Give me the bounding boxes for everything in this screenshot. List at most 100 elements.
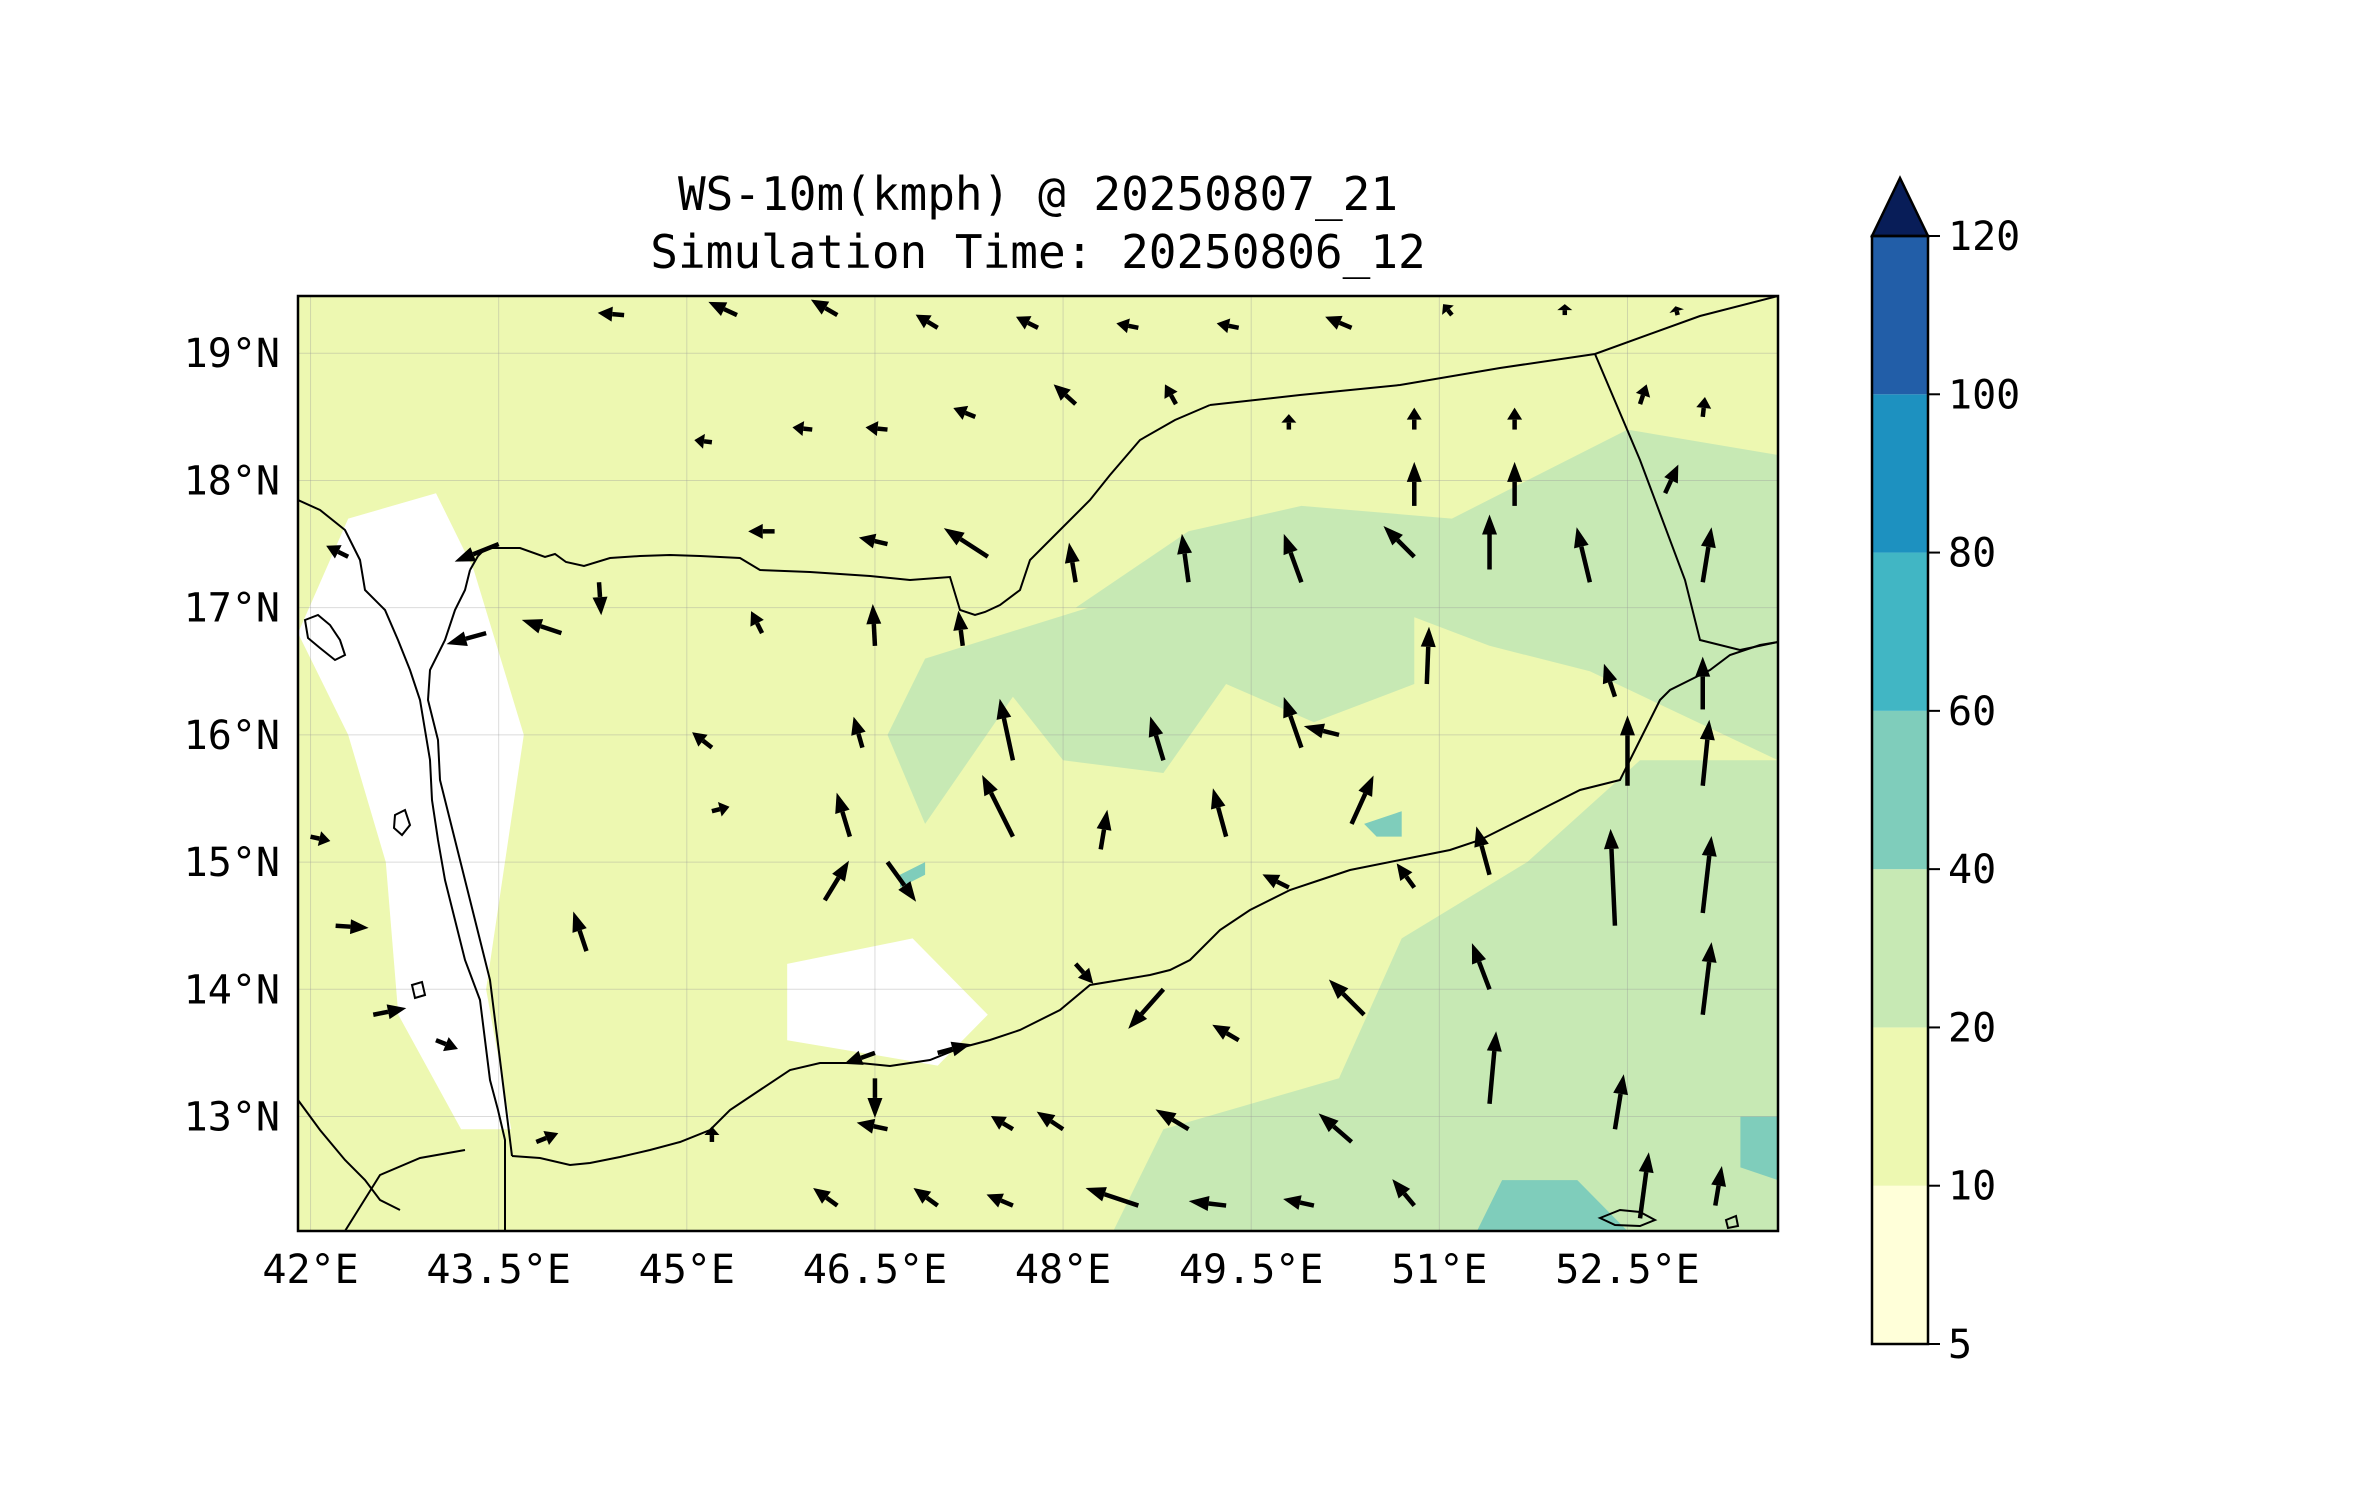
wind-vector-shaft: [1663, 479, 1674, 495]
wind-vector-head: [1482, 514, 1498, 535]
speed-region-strong-patch-east: [1364, 811, 1402, 837]
wind-vector-head: [1603, 828, 1619, 850]
wind-vector-head: [1128, 1008, 1148, 1029]
wind-vector-head: [1148, 716, 1164, 738]
wind-vector-head: [750, 611, 764, 627]
wind-vector-head: [1212, 1024, 1231, 1040]
red-sea-coast-arabia: [469, 404, 1211, 617]
wind-vector-head: [844, 1050, 864, 1065]
wind-vector-shaft: [1225, 1031, 1240, 1043]
wind-vector-head: [835, 792, 850, 814]
colorbar-segment: [1872, 552, 1928, 711]
x-axis-ticks: 42°E 43.5°E 45°E 46.5°E 48°E 49.5°E 51°E 52.5°E: [262, 1247, 1699, 1293]
y-tick-label: 14°N: [184, 967, 280, 1013]
wind-vector: [1096, 809, 1112, 850]
map-frame: [296, 294, 1780, 1233]
wind-vector-head: [1696, 397, 1712, 409]
wind-vector: [1700, 942, 1717, 1016]
wind-vector: [750, 611, 765, 635]
y-tick-label: 15°N: [184, 840, 280, 886]
wind-vector: [694, 433, 713, 449]
speed-region-moderate-rub-al-khali: [1075, 429, 1778, 761]
wind-vector-shaft: [1579, 546, 1593, 583]
y-tick-label: 13°N: [184, 1095, 280, 1141]
wind-vector: [867, 1078, 883, 1118]
wind-vector-shaft: [825, 1195, 839, 1208]
y-tick-label: 19°N: [184, 331, 280, 377]
wind-vector-head: [1700, 527, 1716, 549]
colorbar-label: 20: [1948, 1005, 1996, 1051]
wind-vector: [953, 405, 977, 420]
wind-vector-head: [950, 1041, 971, 1057]
wind-vector-shaft: [1446, 308, 1454, 317]
wind-vector-shaft: [1700, 961, 1712, 1016]
wind-vector: [1406, 407, 1422, 430]
wind-vector-head: [1328, 979, 1349, 999]
wind-vector: [1036, 1111, 1065, 1132]
wind-vector-shaft: [1216, 806, 1229, 838]
wind-vector-head: [454, 547, 477, 562]
map-title-line2: Simulation Time: 20250806_12: [650, 225, 1425, 279]
wind-vector-head: [1303, 723, 1325, 739]
wind-vector-shaft: [871, 623, 878, 646]
wind-vector-shaft: [755, 622, 765, 635]
wind-vector-shaft: [803, 426, 813, 432]
wind-vector-shaft: [1288, 551, 1304, 583]
wind-vector-shaft: [860, 1050, 876, 1060]
colorbar-segment: [1872, 1027, 1928, 1186]
wind-vector-shaft: [824, 306, 839, 318]
wind-vector-shaft: [1139, 987, 1166, 1016]
wind-vector-shaft: [1404, 875, 1417, 889]
wind-vector: [1619, 715, 1635, 786]
speed-region-strong-socotra-sea: [1477, 1180, 1628, 1231]
wind-vector: [915, 314, 939, 330]
wind-vector: [1482, 514, 1498, 570]
wind-vector: [1064, 542, 1080, 583]
wind-vector-shaft: [1713, 1185, 1721, 1206]
wind-vector: [335, 919, 369, 935]
colorbar-segment: [1872, 710, 1928, 870]
wind-vector-head: [708, 301, 728, 316]
wind-vector-head: [1283, 696, 1298, 719]
wind-vector-head: [990, 1116, 1007, 1130]
wind-vector: [1695, 656, 1711, 710]
island-west-2: [392, 808, 412, 837]
wind-vector: [1442, 304, 1454, 317]
wind-vector-head: [1695, 656, 1711, 677]
colorbar-label: 10: [1948, 1164, 1996, 1210]
wind-vector: [913, 1187, 939, 1208]
wind-vector-head: [851, 716, 866, 736]
wind-vector-head: [1442, 304, 1454, 315]
wind-vector-shaft: [1674, 310, 1680, 316]
wind-vector-shaft: [337, 549, 350, 559]
wind-vector-shaft: [577, 929, 589, 952]
wind-vector-shaft: [703, 439, 713, 445]
wind-vector-head: [1036, 1111, 1056, 1128]
wind-vector-head: [1283, 533, 1298, 556]
wind-vector-head: [597, 306, 613, 322]
wind-vector-head: [1216, 318, 1231, 334]
wind-vector: [953, 610, 969, 647]
colorbar-frame: [1870, 234, 1930, 1346]
wind-vector-shaft: [1127, 323, 1139, 331]
wind-vector-shaft: [959, 537, 990, 559]
wind-vector-shaft: [877, 426, 888, 432]
x-tick-label: 52.5°E: [1555, 1247, 1700, 1293]
colorbar-extend-arrow: [1870, 175, 1930, 238]
wind-vector-head: [1116, 318, 1130, 334]
wind-vector: [1164, 384, 1178, 406]
wind-vector-head: [1155, 1109, 1177, 1127]
wind-vector-head: [1507, 461, 1523, 482]
wind-vector-shaft: [873, 1124, 888, 1132]
wind-vector: [1349, 775, 1374, 825]
wind-vector: [1073, 962, 1094, 984]
wind-vector: [692, 732, 714, 750]
wind-vector-shaft: [1637, 394, 1646, 405]
wind-vector-shaft: [1103, 1192, 1140, 1208]
wind-vector-shaft: [1182, 553, 1191, 583]
wind-vector-shaft: [964, 410, 977, 419]
wind-vector: [943, 528, 990, 559]
wind-vector: [1406, 461, 1422, 506]
wind-vector-head: [692, 732, 708, 747]
colorbar-segment: [1872, 1185, 1928, 1344]
